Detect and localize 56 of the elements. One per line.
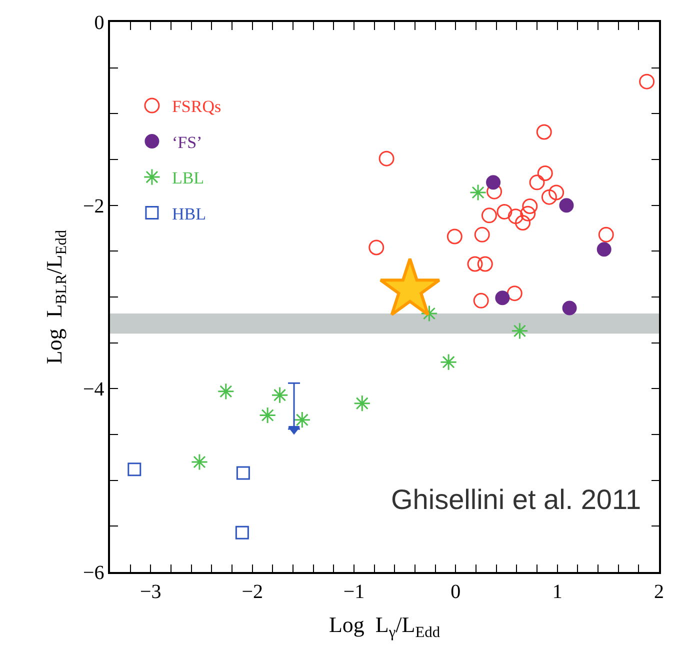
x-tick-label: 2 (654, 580, 664, 603)
point (639, 74, 655, 90)
y-tick-label: −2 (82, 195, 104, 218)
x-tick-label: −1 (343, 580, 365, 603)
point (473, 292, 489, 308)
point (496, 204, 512, 220)
legend-label: FSRQs (172, 97, 222, 116)
point (537, 166, 553, 181)
point (598, 226, 614, 242)
point (559, 198, 574, 213)
legend-label: ‘FS’ (172, 132, 202, 152)
point (477, 256, 493, 272)
legend-label: HBL (172, 204, 206, 224)
point (420, 304, 438, 322)
point (536, 124, 552, 140)
point (541, 189, 557, 205)
point (128, 462, 142, 476)
y-tick-label: −6 (82, 562, 104, 584)
point (236, 466, 250, 480)
point (446, 228, 462, 244)
point (288, 426, 300, 434)
y-tick-label: −4 (82, 378, 104, 401)
point (495, 290, 510, 306)
point (515, 215, 531, 230)
point (522, 198, 538, 214)
point (511, 322, 528, 340)
point (469, 184, 487, 202)
point (190, 453, 208, 471)
point (294, 411, 311, 428)
point (520, 206, 536, 222)
y-tick-label: 0 (94, 12, 104, 34)
point (271, 386, 288, 404)
annotation: Ghisellini et al. 2011 (391, 484, 642, 515)
point (354, 394, 371, 412)
point (481, 208, 497, 224)
point (378, 150, 394, 166)
x-tick-label: 0 (450, 580, 461, 603)
point (467, 256, 483, 272)
point (259, 406, 276, 424)
point (440, 354, 458, 371)
point (562, 300, 577, 316)
point (548, 184, 564, 200)
legend-label: LBL (172, 168, 204, 188)
point (508, 208, 524, 224)
point (596, 242, 612, 257)
point (235, 526, 249, 540)
point (486, 175, 501, 190)
point (474, 226, 490, 242)
point (217, 382, 234, 400)
point (506, 286, 522, 302)
x-tick-label: 1 (552, 580, 562, 603)
point (368, 240, 384, 256)
x-tick-label: −2 (242, 580, 263, 603)
x-axis-title: Log L$_{γ}$/L$_{Edd}$ (328, 612, 440, 641)
x-tick-label: −3 (140, 580, 162, 603)
point (529, 174, 545, 190)
